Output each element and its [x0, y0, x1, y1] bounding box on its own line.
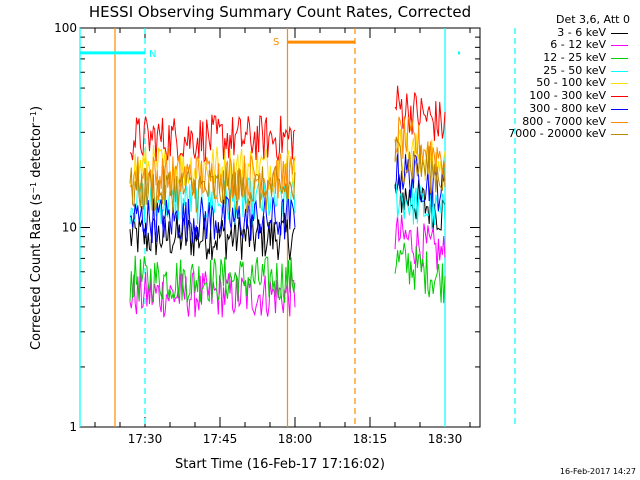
- legend-item-label: 25 - 50 keV: [543, 63, 606, 77]
- y-tick-label: 1: [69, 420, 77, 434]
- legend-swatch: [611, 108, 628, 110]
- legend-swatch: [611, 134, 628, 136]
- legend: Det 3,6, Att 0 3 - 6 keV 6 - 12 keV 12 - 2…: [478, 13, 632, 141]
- series-line-3: [394, 242, 446, 304]
- legend-rows: 3 - 6 keV 6 - 12 keV 12 - 25 keV 25 - 50 ke…: [478, 25, 632, 141]
- legend-item: 6 - 12 keV: [478, 39, 632, 52]
- x-axis-label: Start Time (16-Feb-17 17:16:02): [175, 457, 385, 472]
- legend-item-label: 7000 - 20000 keV: [508, 127, 606, 141]
- y-tick-label: 10: [62, 221, 77, 235]
- legend-item: 12 - 25 keV: [478, 51, 632, 65]
- series-line-3: [129, 255, 296, 304]
- y-axis: 1 10 100: [54, 21, 480, 434]
- chart-title: HESSI Observing Summary Count Rates, Cor…: [89, 3, 471, 21]
- series-line-6: [129, 114, 296, 163]
- series-line-9: [129, 165, 296, 214]
- x-tick-label: 18:15: [353, 432, 388, 446]
- series-line-4: [394, 182, 446, 230]
- legend-swatch: [611, 83, 628, 85]
- legend-item: 800 - 7000 keV: [478, 114, 632, 129]
- series-line-1: [129, 212, 296, 261]
- legend-item-label: 6 - 12 keV: [550, 38, 606, 52]
- y-tick-label: 100: [54, 21, 77, 35]
- series-line-9: [394, 136, 446, 194]
- y-axis-label: Corrected Count Rate (s−1 detector−1): [29, 106, 45, 350]
- x-tick-label: 17:45: [203, 432, 238, 446]
- legend-swatch: [611, 96, 628, 98]
- legend-swatch: [611, 32, 628, 34]
- legend-item: 300 - 800 keV: [478, 101, 632, 116]
- x-tick-label: 18:00: [278, 432, 313, 446]
- series-lines: [129, 85, 446, 318]
- legend-item-label: 12 - 25 keV: [543, 51, 606, 65]
- x-tick-label: 17:30: [128, 432, 163, 446]
- legend-swatch: [611, 45, 628, 47]
- legend-item-label: 3 - 6 keV: [557, 25, 606, 39]
- footer-timestamp: 16-Feb-2017 14:27: [559, 467, 636, 476]
- legend-swatch: [611, 58, 628, 60]
- legend-swatch: [611, 121, 628, 123]
- legend-item-label: 800 - 7000 keV: [522, 114, 606, 128]
- legend-item-label: 50 - 100 keV: [536, 76, 606, 90]
- legend-title: Det 3,6, Att 0: [556, 13, 630, 26]
- series-line-5: [129, 145, 296, 193]
- x-tick-label: 18:30: [428, 432, 463, 446]
- night-annotation-label: N: [149, 49, 156, 60]
- series-line-8: [394, 116, 446, 175]
- legend-item: 3 - 6 keV: [478, 25, 632, 40]
- legend-item: 7000 - 20000 keV: [478, 127, 632, 141]
- interval-markers: NS: [79, 28, 516, 427]
- legend-item-label: 300 - 800 keV: [529, 101, 606, 115]
- legend-item-label: 100 - 300 keV: [529, 89, 606, 103]
- legend-item: 25 - 50 keV: [478, 63, 632, 78]
- saa-annotation-label: S: [273, 37, 279, 48]
- legend-item: 100 - 300 keV: [478, 89, 632, 103]
- legend-item: 50 - 100 keV: [478, 77, 632, 90]
- series-line-7: [129, 195, 296, 244]
- series-line-6: [394, 85, 446, 141]
- series-line-2: [394, 214, 446, 270]
- legend-swatch: [611, 70, 628, 72]
